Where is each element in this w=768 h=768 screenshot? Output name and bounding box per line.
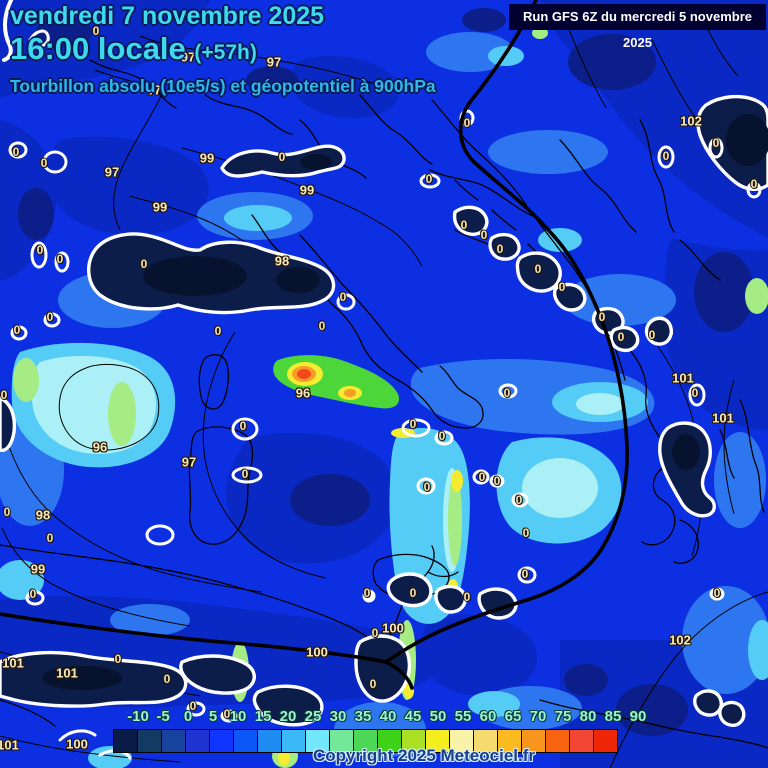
colorbar-cell bbox=[137, 729, 162, 753]
colorbar-tick-label: -10 bbox=[127, 708, 149, 725]
colorbar-tick-label: 30 bbox=[329, 708, 347, 725]
colorbar-tick-label: 90 bbox=[629, 708, 647, 725]
colorbar-tick-label: 45 bbox=[404, 708, 422, 725]
colorbar-cell bbox=[497, 729, 522, 753]
colorbar-cell bbox=[545, 729, 570, 753]
colorbar-tick-label: 65 bbox=[504, 708, 522, 725]
colorbar-tick-label: 40 bbox=[379, 708, 397, 725]
colorbar-cell bbox=[281, 729, 306, 753]
colorbar-tick-label: 35 bbox=[354, 708, 372, 725]
colorbar-cell bbox=[449, 729, 474, 753]
colorbar-tick-label: 10 bbox=[229, 708, 247, 725]
colorbar-cell bbox=[161, 729, 186, 753]
colorbar-tick-label: 0 bbox=[183, 708, 193, 725]
colorbar-cell bbox=[209, 729, 234, 753]
colorbar-cell bbox=[113, 729, 138, 753]
colorbar-cell bbox=[233, 729, 258, 753]
colorbar-tick-label: 20 bbox=[279, 708, 297, 725]
run-info-box: Run GFS 6Z du mercredi 5 novembre 2025 bbox=[509, 4, 766, 50]
colorbar-cell bbox=[593, 729, 618, 753]
colorbar-tick-label: 5 bbox=[208, 708, 218, 725]
colorbar bbox=[113, 729, 618, 753]
colorbar-cell bbox=[257, 729, 282, 753]
colorbar-cell bbox=[329, 729, 354, 753]
colorbar-tick-label: 80 bbox=[579, 708, 597, 725]
colorbar-tick-label: 25 bbox=[304, 708, 322, 725]
colorbar-tick-label: 85 bbox=[604, 708, 622, 725]
colorbar-tick-label: -5 bbox=[156, 708, 170, 725]
copyright-notice: Copyright 2025 Meteociel.fr bbox=[312, 746, 536, 765]
colorbar-cell bbox=[185, 729, 210, 753]
colorbar-cell bbox=[401, 729, 426, 753]
colorbar-tick-label: 60 bbox=[479, 708, 497, 725]
colorbar-cell bbox=[473, 729, 498, 753]
colorbar-cell bbox=[377, 729, 402, 753]
colorbar-cell bbox=[569, 729, 594, 753]
colorbar-tick-label: 75 bbox=[554, 708, 572, 725]
colorbar-tick-label: 70 bbox=[529, 708, 547, 725]
colorbar-tick-label: 15 bbox=[254, 708, 272, 725]
colorbar-tick-label: 55 bbox=[454, 708, 472, 725]
colorbar-tick-label: 50 bbox=[429, 708, 447, 725]
